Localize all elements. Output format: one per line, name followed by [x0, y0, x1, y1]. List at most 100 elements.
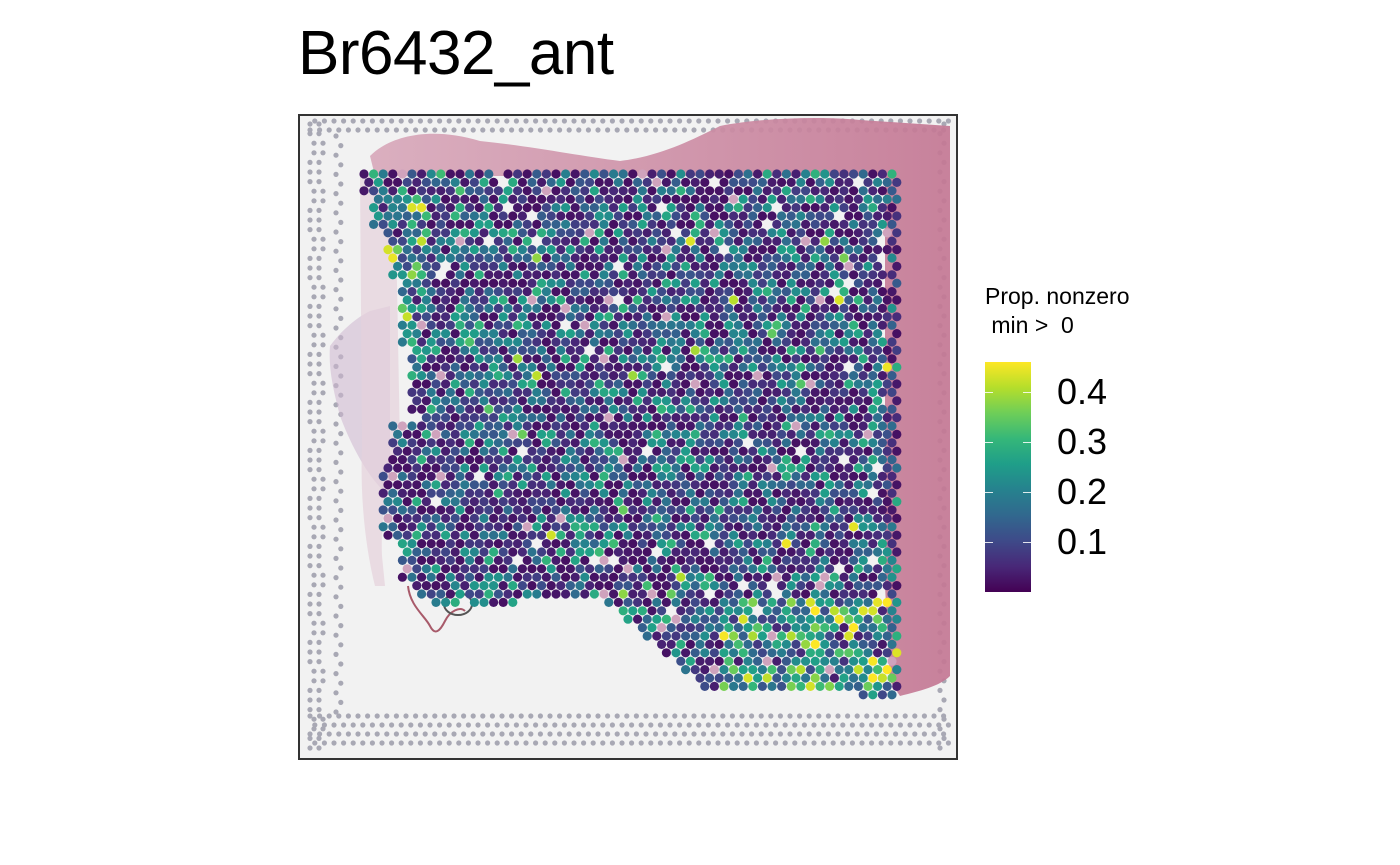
spot: [657, 354, 667, 364]
spot: [508, 597, 518, 607]
fiducial-dot: [917, 740, 923, 746]
spot: [877, 623, 888, 633]
spot: [729, 345, 739, 355]
spot: [503, 555, 513, 565]
spot: [834, 681, 844, 692]
spot: [541, 589, 551, 599]
spot: [479, 278, 489, 288]
spot: [829, 303, 840, 313]
spot: [762, 539, 772, 549]
spot: [887, 471, 897, 481]
spot: [609, 522, 619, 532]
fiducial-dot: [316, 659, 322, 665]
spot: [489, 581, 499, 591]
spot: [522, 236, 532, 246]
spot: [527, 245, 537, 255]
spot: [863, 480, 873, 490]
fiducial-dot: [667, 740, 673, 746]
spot: [820, 639, 830, 650]
spot: [561, 203, 571, 213]
spot: [599, 303, 609, 313]
spot: [537, 295, 547, 305]
fiducial-dot: [753, 722, 759, 728]
spot: [484, 438, 494, 448]
plot-panel: [298, 114, 958, 760]
spot: [517, 312, 527, 322]
fiducial-dot: [921, 713, 928, 719]
spot: [786, 614, 796, 624]
spot: [445, 337, 455, 347]
spot: [537, 564, 547, 574]
spot: [388, 236, 398, 246]
spot: [589, 270, 599, 280]
spot: [829, 404, 840, 414]
spot: [681, 648, 691, 658]
spot: [580, 320, 590, 330]
spot: [671, 497, 681, 507]
spot: [594, 312, 604, 322]
spot: [738, 480, 748, 490]
spot: [810, 639, 820, 650]
spot: [522, 354, 532, 364]
spot: [858, 438, 868, 448]
spot: [417, 522, 427, 532]
spot: [599, 539, 609, 549]
spot: [796, 648, 806, 658]
spot: [580, 186, 590, 196]
spot: [892, 564, 902, 574]
spot: [465, 471, 475, 481]
spot: [820, 203, 830, 213]
spot: [522, 203, 532, 213]
fiducial-dot: [307, 457, 313, 463]
fiducial-dot: [533, 118, 539, 124]
spot: [407, 236, 417, 246]
spot: [762, 253, 772, 263]
spot: [637, 387, 647, 397]
spot: [685, 387, 695, 397]
spot: [753, 270, 763, 280]
spot: [748, 513, 758, 523]
spot: [421, 379, 431, 389]
spot: [417, 505, 427, 515]
fiducial-dot: [316, 611, 322, 617]
spot: [628, 354, 638, 364]
spot: [397, 471, 407, 481]
spot: [489, 329, 499, 339]
spot: [431, 329, 441, 339]
spot: [465, 236, 475, 246]
spot: [709, 345, 719, 355]
spot: [892, 631, 902, 641]
spot: [834, 295, 844, 305]
spot: [877, 438, 888, 448]
spot: [791, 337, 801, 347]
fiducial-dot: [566, 127, 572, 133]
spot: [738, 379, 748, 389]
spot: [575, 446, 585, 456]
spot: [801, 572, 811, 582]
spot: [546, 211, 556, 221]
spot: [397, 539, 407, 549]
spot: [825, 513, 835, 523]
spot: [786, 379, 796, 389]
fiducial-dot: [307, 563, 313, 569]
spot: [858, 287, 868, 297]
fiducial-dot: [941, 697, 947, 703]
spot: [493, 320, 503, 330]
spot: [767, 564, 777, 574]
spot: [657, 186, 667, 196]
fiducial-dot: [316, 505, 322, 511]
spot: [753, 656, 763, 666]
spot: [762, 555, 772, 565]
fiducial-dot: [320, 246, 326, 252]
spot: [829, 186, 840, 196]
spot: [474, 455, 484, 465]
spot: [777, 413, 787, 423]
spot: [604, 429, 614, 439]
spot: [748, 278, 758, 288]
spot: [513, 589, 523, 599]
spot: [652, 480, 662, 490]
spot: [733, 522, 743, 532]
spot: [873, 648, 883, 658]
spot: [580, 522, 590, 532]
spot: [489, 446, 499, 456]
